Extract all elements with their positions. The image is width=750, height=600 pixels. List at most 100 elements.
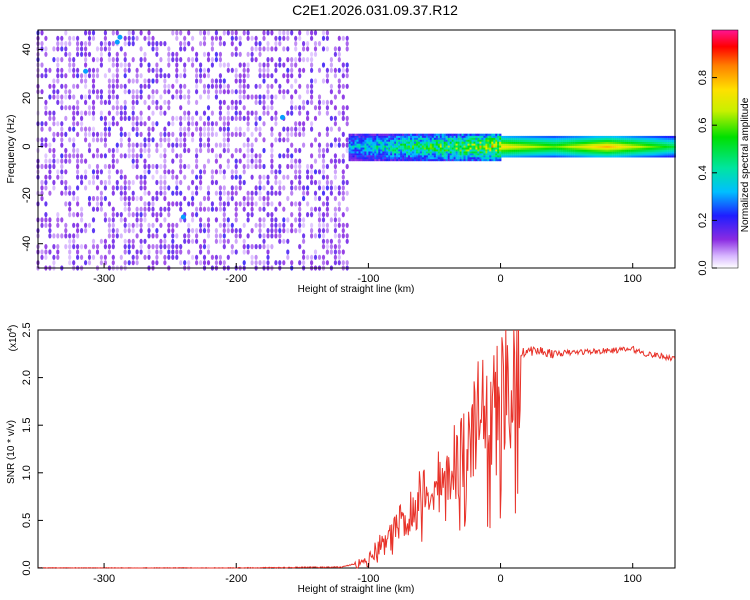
spectrogram-cell <box>610 139 613 142</box>
spectrogram-cell <box>538 137 542 140</box>
spectrogram-cell <box>242 115 246 121</box>
spectrogram-cell <box>620 147 623 150</box>
spectrogram-cell <box>499 157 502 160</box>
spectrogram-cell <box>532 147 536 150</box>
spectrogram-cell <box>230 89 234 95</box>
spectrogram-cell <box>254 110 258 116</box>
spectrogram-cell <box>115 73 119 79</box>
spectrogram-cell <box>218 89 222 95</box>
spectrogram-cell <box>368 139 371 142</box>
spectrogram-cell <box>382 159 385 162</box>
spectrogram-cell <box>84 73 88 79</box>
spectrogram-cell <box>511 151 514 154</box>
spectrogram-cell <box>206 67 211 73</box>
spectrogram-cell <box>127 115 131 121</box>
spectrogram-cell <box>163 110 167 116</box>
spectrogram-cell <box>131 195 135 202</box>
spectrogram-cell <box>202 228 207 234</box>
spectrogram-cell <box>167 185 171 191</box>
spectrogram-cell <box>418 133 421 136</box>
spectrogram-cell <box>517 141 520 144</box>
spectrogram-cell <box>618 155 621 158</box>
spectrogram-cell <box>131 121 135 127</box>
spectrogram-cell <box>582 147 585 150</box>
spectrogram-cell <box>360 149 363 152</box>
spectrogram-cell <box>80 110 84 116</box>
spectrogram-cell <box>552 149 555 152</box>
spectrogram-cell <box>598 145 601 148</box>
spectrogram-cell <box>447 147 450 150</box>
spectrogram-cell <box>659 153 662 156</box>
spectrogram-cell <box>390 145 393 148</box>
spectrogram-cell <box>337 238 341 244</box>
spectrogram-cell <box>317 217 322 223</box>
spectrogram-cell <box>306 190 310 196</box>
spectrogram-cell <box>643 153 647 156</box>
spectrogram-cell <box>406 155 409 158</box>
spectrogram-cell <box>250 147 254 154</box>
spectrogram-cell <box>302 195 306 202</box>
spectrogram-cell <box>467 157 470 160</box>
spectrogram-cell <box>402 155 405 158</box>
spectrogram-cell <box>56 212 60 218</box>
spectrogram-cell <box>135 254 139 260</box>
spectrogram-cell <box>306 185 310 191</box>
spectrogram-cell <box>80 174 84 180</box>
spectrogram-cell <box>556 143 559 146</box>
spectrogram-cell <box>386 159 389 162</box>
spectrogram-cell <box>76 169 80 175</box>
spectrogram-cell <box>412 137 415 140</box>
spectrogram-cell <box>542 143 545 146</box>
spectrogram-cell <box>423 143 427 146</box>
spectrogram-cell <box>630 139 633 142</box>
spectrogram-cell <box>147 78 151 84</box>
spectrogram-y-label: Frequency (Hz) <box>6 115 17 184</box>
spectrogram-cell <box>210 62 214 68</box>
spectrogram-cell <box>107 147 111 154</box>
spectrogram-cell <box>384 137 387 140</box>
spectrogram-cell <box>68 41 72 47</box>
spectrogram-cell <box>123 35 127 41</box>
spectrogram-cell <box>246 217 250 223</box>
spectrogram-cell <box>568 141 571 144</box>
spectrogram-cell <box>155 142 159 148</box>
spectrogram-cell <box>416 151 419 154</box>
spectrogram-cell <box>40 254 44 260</box>
spectrogram-cell <box>582 151 585 154</box>
spectrogram-cell <box>282 46 286 52</box>
spectrogram-cell <box>64 201 68 207</box>
spectrogram-cell <box>527 153 530 156</box>
spectrogram-cell <box>103 99 107 105</box>
spectrogram-cell <box>406 149 409 152</box>
spectrogram-cell <box>608 141 611 144</box>
spectrogram-cell <box>441 151 444 154</box>
spectrogram-cell <box>87 147 92 154</box>
spectrogram-cell <box>298 73 302 79</box>
spectrogram-cell <box>123 238 127 244</box>
spectrogram-cell <box>523 139 526 142</box>
spectrogram-cell <box>99 62 103 68</box>
spectrogram-cell <box>594 149 597 152</box>
spectrogram-cell <box>610 155 613 158</box>
spectrogram-cell <box>310 121 314 127</box>
spectrogram-cell <box>602 151 605 154</box>
spectrogram-cell <box>437 145 440 148</box>
spectrogram-cell <box>68 158 72 164</box>
spectrogram-cell <box>499 149 502 152</box>
spectrogram-cell <box>481 151 484 154</box>
spectrogram-cell <box>222 238 226 244</box>
spectrogram-cell <box>604 149 607 152</box>
spectrogram-cell <box>394 137 397 140</box>
spectrogram-cell <box>254 99 258 105</box>
spectrogram-cell <box>278 260 282 266</box>
spectrogram-cell <box>378 153 381 156</box>
spectrogram-cell <box>56 169 60 175</box>
spectrogram-cell <box>483 151 486 154</box>
spectrogram-cell <box>341 228 345 234</box>
spectrogram-cell <box>167 46 171 52</box>
spectrogram-cell <box>485 145 488 148</box>
spectrogram-cell <box>445 159 448 162</box>
spectrogram-cell <box>374 137 377 140</box>
spectrogram-cell <box>341 190 345 196</box>
spectrogram-cell <box>270 99 274 105</box>
